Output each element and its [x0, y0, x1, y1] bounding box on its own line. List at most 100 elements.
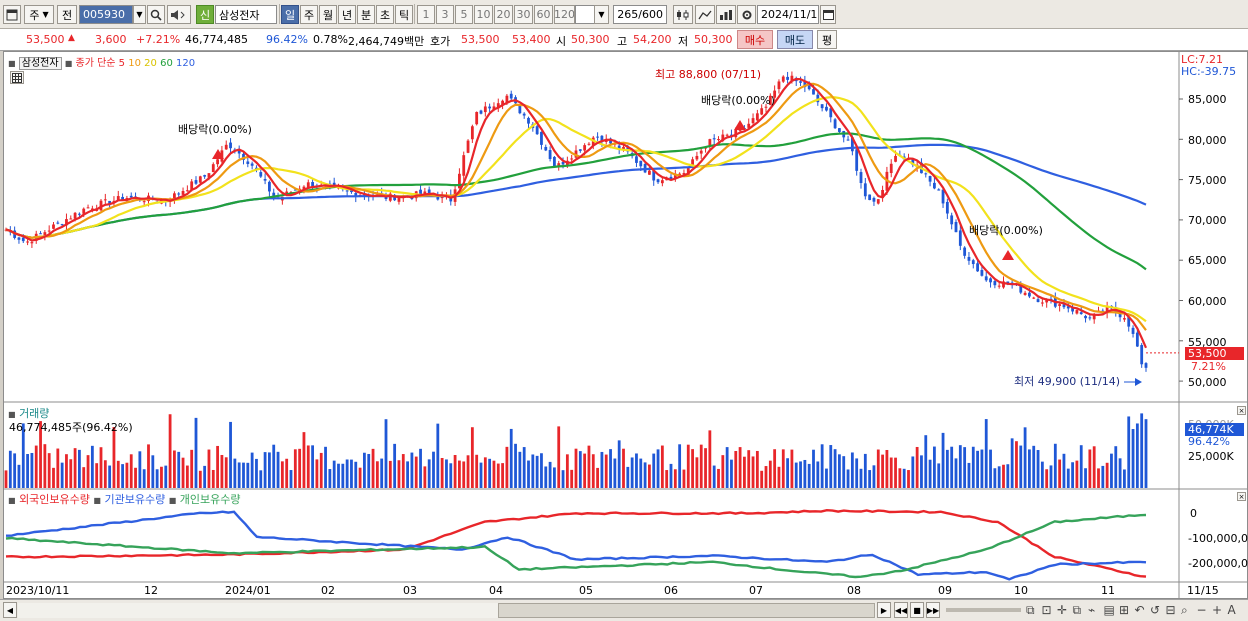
volume-bar — [1019, 445, 1023, 488]
volume-bar — [410, 452, 414, 488]
dividend-label: 배당락(0.00%) — [969, 224, 1043, 237]
minute-button-2[interactable]: 5 — [455, 5, 473, 24]
evaluation-button[interactable]: 평 — [817, 30, 837, 49]
zoom-in-icon[interactable]: + — [1212, 603, 1223, 617]
volume-bar — [125, 462, 129, 488]
period-button-2[interactable]: 월 — [319, 5, 337, 24]
candle-body — [751, 118, 755, 124]
divider — [414, 4, 415, 24]
duplicate-icon[interactable]: ⧉ — [1072, 603, 1082, 617]
count-input[interactable]: 265 /600 — [613, 5, 667, 24]
buy-button[interactable]: 매수 — [737, 30, 773, 49]
zoom-icon[interactable]: ⌕ — [1181, 603, 1188, 617]
candle-body — [47, 230, 51, 232]
volume-bar — [449, 463, 453, 488]
volume-bar — [198, 470, 202, 488]
search-button[interactable] — [147, 5, 165, 24]
volume-panel-close-button[interactable]: × — [1237, 406, 1246, 415]
institution-holdings-line — [6, 510, 1147, 581]
panel-grid-button[interactable] — [10, 71, 24, 84]
candle-body — [764, 106, 768, 108]
minute-button-6[interactable]: 60 — [534, 5, 553, 24]
prev-button[interactable]: 전 — [57, 5, 77, 24]
individual-holdings-line — [5, 513, 1147, 579]
minute-button-1[interactable]: 3 — [436, 5, 454, 24]
zoom-out-icon[interactable]: − — [1196, 603, 1207, 617]
date-input[interactable]: 2024/11/15 — [757, 5, 819, 24]
volume-bar — [682, 469, 686, 488]
volume-bar — [535, 455, 539, 488]
draw-tool-button[interactable] — [695, 5, 715, 24]
holdings-panel-close-button[interactable]: × — [1237, 492, 1246, 501]
candle-body — [1131, 327, 1135, 334]
sound-button[interactable] — [167, 5, 191, 24]
crosshair-icon[interactable]: ✛ — [1057, 603, 1068, 617]
new-badge-button[interactable]: 신 — [196, 5, 214, 24]
split-icon[interactable]: ⊞ — [1119, 603, 1130, 617]
period-select[interactable]: 주 ▼ — [24, 5, 54, 24]
period-button-4[interactable]: 분 — [357, 5, 375, 24]
volume-bar — [1028, 449, 1031, 488]
scroll-track[interactable] — [18, 603, 876, 618]
period-button-3[interactable]: 년 — [338, 5, 356, 24]
rewind-button[interactable]: ◀◀ — [894, 602, 908, 618]
minute-button-5[interactable]: 30 — [514, 5, 533, 24]
scroll-left-button[interactable]: ◀ — [3, 602, 17, 618]
volume-bar — [673, 469, 677, 488]
settings-button[interactable] — [737, 5, 756, 24]
volume-bar — [842, 456, 846, 488]
layer-icon[interactable]: ▤ — [1103, 603, 1115, 617]
candle-body — [1066, 306, 1070, 309]
volume-bar — [1084, 468, 1087, 488]
sell-button[interactable]: 매도 — [777, 30, 813, 49]
compare-button[interactable] — [716, 5, 736, 24]
stock-chart-svg[interactable] — [4, 52, 1247, 598]
calendar-button[interactable] — [820, 5, 836, 24]
minute-button-7[interactable]: 120 — [554, 5, 575, 24]
link-icon[interactable]: ⌁ — [1088, 603, 1096, 617]
candle-body — [1040, 302, 1044, 304]
scroll-thumb[interactable] — [498, 603, 875, 618]
volume-bar — [324, 446, 327, 488]
stock-name-field[interactable]: 삼성전자 — [215, 5, 277, 24]
candle-icon — [677, 9, 689, 20]
candle-body — [963, 247, 967, 256]
ma-period-60: 60 — [160, 58, 173, 69]
candle-body — [639, 160, 643, 167]
volume-bar — [803, 459, 807, 488]
volume-bar — [574, 448, 578, 488]
undo-icon[interactable]: ↶ — [1134, 603, 1145, 617]
minute-button-3[interactable]: 10 — [474, 5, 493, 24]
stop-button[interactable]: ■ — [910, 602, 924, 618]
price-change-pct: +7.21% — [136, 33, 181, 46]
stock-name-tag[interactable]: 삼성전자 — [18, 57, 62, 70]
chart-type-button[interactable] — [673, 5, 693, 24]
volume-bar — [1105, 462, 1109, 488]
period-button-6[interactable]: 틱 — [395, 5, 413, 24]
chart-area[interactable]: ■ 삼성전자 ■ 종가 단순 5 10 20 60 120 LC:7.21 HC… — [3, 51, 1248, 599]
minute-button-4[interactable]: 20 — [494, 5, 513, 24]
history-icon[interactable]: ↺ — [1150, 603, 1161, 617]
text-icon[interactable]: A — [1227, 603, 1236, 617]
window-menu-icon[interactable] — [3, 5, 21, 24]
stock-code-input[interactable]: 005930 — [79, 5, 133, 24]
ma-period-5: 5 — [118, 58, 126, 69]
minute-button-0[interactable]: 1 — [417, 5, 435, 24]
interval-dropdown[interactable]: ▼ — [594, 5, 609, 24]
forward-button[interactable]: ▶▶ — [926, 602, 940, 618]
speed-slider[interactable] — [946, 608, 1021, 612]
period-button-1[interactable]: 주 — [300, 5, 318, 24]
candle-body — [345, 190, 349, 192]
candle-body — [1045, 299, 1049, 303]
stock-code-dropdown[interactable]: ▼ — [133, 5, 146, 24]
candle-body — [1062, 304, 1066, 308]
period-button-5[interactable]: 초 — [376, 5, 394, 24]
zoom-area-icon[interactable]: ⊡ — [1041, 603, 1052, 617]
period-button-0[interactable]: 일 — [281, 5, 299, 24]
tile-icon[interactable]: ⊟ — [1165, 603, 1176, 617]
copy-icon[interactable]: ⧉ — [1026, 603, 1035, 617]
scroll-right-button[interactable]: ▶ — [877, 602, 891, 618]
volume-bar — [1131, 429, 1135, 488]
volume-bar — [203, 465, 207, 488]
candle-body — [458, 173, 461, 189]
